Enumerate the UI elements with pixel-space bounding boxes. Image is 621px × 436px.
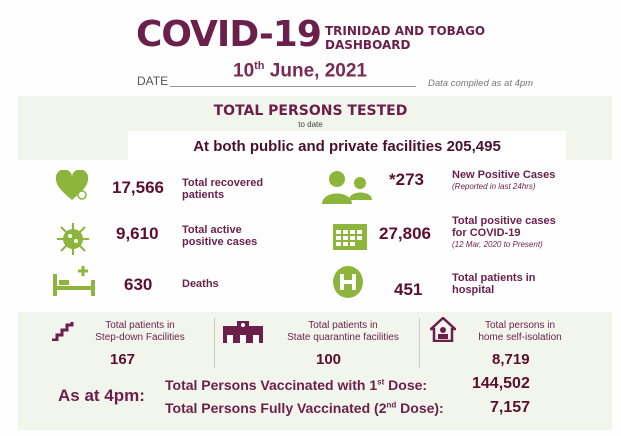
active-label2: positive cases <box>182 236 258 248</box>
date-day: 10 <box>233 60 255 82</box>
stepdown-label2: Step-down Facilities <box>95 332 185 343</box>
stepdown-value: 167 <box>110 351 136 368</box>
dose1-post: Dose: <box>384 377 428 393</box>
calendar-icon <box>333 220 367 250</box>
heart-icon <box>55 170 89 202</box>
date-label: DATE <box>137 74 169 88</box>
dose2-value: 7,157 <box>490 399 531 416</box>
dose2-label: Total Persons Fully Vaccinated (2nd Dose… <box>165 400 444 416</box>
dose1-text: Total Persons Vaccinated with 1 <box>165 377 378 393</box>
people-icon <box>322 170 372 204</box>
quarantine-label1: Total patients in <box>308 320 378 331</box>
deaths-label: Deaths <box>182 278 219 290</box>
recovered-label: Total recovered patients <box>182 177 263 201</box>
hospital-h-icon <box>333 266 363 298</box>
new-cases-note: (Reported in last 24hrs) <box>452 182 536 191</box>
hospital-label2: hospital <box>452 284 495 296</box>
dose1-label: Total Persons Vaccinated with 1st Dose: <box>165 377 427 393</box>
isolation-label2: home self-isolation <box>478 332 562 343</box>
subtitle-line1: TRINIDAD AND TOBAGO <box>325 24 486 38</box>
virus-icon <box>56 222 90 256</box>
new-cases-label1: New Positive Cases <box>452 169 556 181</box>
active-value: 9,610 <box>116 224 159 243</box>
divider <box>419 318 420 368</box>
isolation-value: 8,719 <box>492 351 530 368</box>
date-suffix: th <box>254 60 265 72</box>
dose2-sup: nd <box>386 400 397 410</box>
active-label1: Total active <box>182 224 242 236</box>
quarantine-value: 100 <box>316 351 342 368</box>
total-cases-value: 27,806 <box>379 224 431 243</box>
total-cases-label2: for COVID-19 <box>452 227 521 239</box>
recovered-label2: patients <box>182 189 225 201</box>
total-cases-label1: Total positive cases <box>452 215 556 227</box>
total-cases-note: (12 Mar, 2020 to Present) <box>452 240 543 249</box>
building-icon <box>223 321 263 343</box>
hospital-bed-icon <box>53 266 95 296</box>
recovered-value: 17,566 <box>112 178 164 197</box>
hospital-label: Total patients in hospital <box>452 272 536 296</box>
isolation-label1: Total persons in <box>484 320 556 331</box>
as-at-label: As at 4pm: <box>58 386 145 405</box>
dashboard-subtitle: TRINIDAD AND TOBAGO DASHBOARD <box>325 24 485 52</box>
facilities-box <box>128 131 566 160</box>
stairs-icon <box>52 321 74 341</box>
total-cases-label: Total positive cases for COVID-19 (12 Mar,… <box>452 215 556 251</box>
active-label: Total active positive cases <box>182 224 257 248</box>
dashboard-title: COVID-19 <box>136 14 322 55</box>
subtitle-line2: DASHBOARD <box>325 38 411 52</box>
new-cases-label: New Positive Cases (Reported in last 24hr… <box>452 169 555 193</box>
quarantine-label2: State quarantine facilities <box>287 332 399 343</box>
home-icon <box>430 317 456 342</box>
dose1-sup: st <box>377 377 385 387</box>
dose2-text: Total Persons Fully Vaccinated (2 <box>165 400 387 416</box>
dose1-value: 144,502 <box>472 375 530 392</box>
tested-subheading: to date <box>298 120 323 129</box>
report-date: 10th June, 2021 <box>233 60 367 82</box>
bottom-panel <box>18 312 612 430</box>
recovered-label1: Total recovered <box>182 177 264 189</box>
divider <box>214 318 215 368</box>
stepdown-label1: Total patients in <box>105 320 175 331</box>
hospital-value: 451 <box>394 280 423 299</box>
stepdown-label: Total patients in Step-down Facilities <box>80 320 200 344</box>
hospital-label1: Total patients in <box>452 272 536 284</box>
isolation-label: Total persons in home self-isolation <box>460 320 580 344</box>
date-rest: June, 2021 <box>264 60 367 82</box>
compiled-note: Data compiled as at 4pm <box>428 78 534 89</box>
quarantine-label: Total patients in State quarantine facili… <box>268 320 418 344</box>
facilities-tested: At both public and private facilities 20… <box>193 138 501 155</box>
dose2-post: Dose): <box>396 400 444 416</box>
deaths-value: 630 <box>124 275 153 294</box>
date-underline <box>170 86 416 87</box>
tested-heading: TOTAL PERSONS TESTED <box>213 103 408 119</box>
new-cases-value: *273 <box>389 170 424 189</box>
